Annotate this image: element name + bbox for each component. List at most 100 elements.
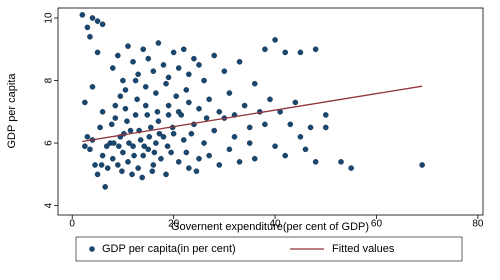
point — [322, 112, 329, 118]
point — [419, 162, 425, 168]
marks — [79, 12, 425, 190]
point — [139, 174, 145, 181]
point — [94, 171, 101, 178]
point — [142, 83, 149, 90]
point — [163, 171, 169, 178]
point — [79, 12, 86, 18]
y-tick-label: 10 — [44, 12, 55, 24]
point — [94, 49, 101, 56]
point — [211, 127, 218, 134]
point — [180, 137, 187, 143]
point — [188, 130, 195, 137]
point — [132, 77, 139, 84]
point — [120, 149, 126, 156]
point — [141, 143, 148, 150]
point — [116, 143, 122, 150]
point — [191, 55, 197, 62]
point — [130, 58, 136, 65]
point — [122, 105, 129, 112]
point — [134, 96, 140, 103]
point — [236, 58, 243, 65]
point — [226, 90, 233, 96]
point — [165, 74, 172, 81]
point — [183, 87, 190, 93]
point — [146, 134, 153, 140]
point — [99, 21, 106, 28]
point — [246, 140, 253, 146]
point — [165, 102, 172, 109]
point — [154, 109, 161, 115]
point — [241, 102, 248, 109]
point — [211, 52, 218, 59]
point — [117, 93, 124, 99]
legend — [75, 236, 463, 262]
point — [312, 159, 319, 165]
point — [120, 77, 126, 84]
point — [108, 121, 115, 128]
point — [92, 162, 98, 168]
point — [87, 33, 93, 40]
point — [112, 102, 119, 109]
point — [170, 130, 177, 137]
point — [99, 109, 106, 115]
point — [297, 49, 304, 56]
point — [84, 24, 91, 31]
point — [94, 18, 101, 24]
point — [186, 165, 192, 171]
point — [115, 52, 121, 59]
point — [246, 124, 253, 131]
point — [131, 152, 137, 159]
point — [196, 105, 202, 112]
point — [267, 96, 273, 103]
point — [135, 165, 141, 171]
point — [186, 71, 192, 78]
point — [287, 121, 294, 128]
point — [180, 46, 187, 53]
legend-label: Fitted values — [332, 243, 395, 255]
point — [338, 159, 344, 165]
point — [196, 62, 202, 68]
point — [173, 93, 179, 99]
x-tick-label: 80 — [472, 218, 484, 229]
point — [272, 37, 278, 43]
point — [110, 140, 117, 146]
point — [132, 112, 139, 118]
point — [160, 134, 167, 140]
point — [109, 155, 116, 162]
point — [302, 146, 309, 153]
y-axis-title: GDP per capita — [6, 73, 18, 149]
point — [165, 112, 172, 118]
point — [98, 162, 105, 168]
point — [145, 55, 152, 62]
point — [142, 102, 149, 109]
x-tick-label: 20 — [168, 218, 180, 229]
point — [262, 46, 268, 53]
point — [297, 134, 304, 140]
point — [130, 143, 136, 150]
point — [216, 109, 223, 115]
point — [175, 109, 182, 115]
point — [282, 152, 289, 159]
fitted-line — [82, 85, 423, 143]
point — [153, 140, 159, 146]
point — [251, 80, 258, 87]
point — [226, 146, 233, 153]
point — [99, 152, 106, 159]
point — [104, 165, 111, 171]
point — [115, 162, 121, 168]
point — [236, 159, 243, 165]
point — [206, 152, 212, 159]
point — [262, 121, 268, 128]
point — [102, 184, 108, 190]
point — [144, 112, 151, 118]
point — [148, 124, 154, 131]
point — [196, 155, 202, 162]
point — [156, 130, 163, 137]
point — [127, 127, 134, 134]
point — [89, 15, 96, 21]
x-tick-label: 60 — [371, 218, 383, 229]
legend-label: GDP per capita(in per cent) — [102, 243, 236, 255]
point — [168, 149, 174, 156]
point — [201, 77, 207, 84]
